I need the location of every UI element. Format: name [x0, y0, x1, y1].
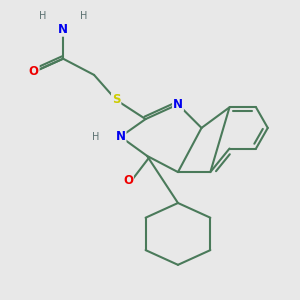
Text: O: O	[29, 65, 39, 79]
Text: S: S	[112, 93, 120, 106]
Text: N: N	[116, 130, 126, 143]
Text: O: O	[123, 174, 133, 188]
Text: H: H	[39, 11, 46, 21]
Text: N: N	[58, 23, 68, 36]
Text: N: N	[173, 98, 183, 111]
Text: H: H	[80, 11, 87, 21]
Text: H: H	[92, 132, 99, 142]
